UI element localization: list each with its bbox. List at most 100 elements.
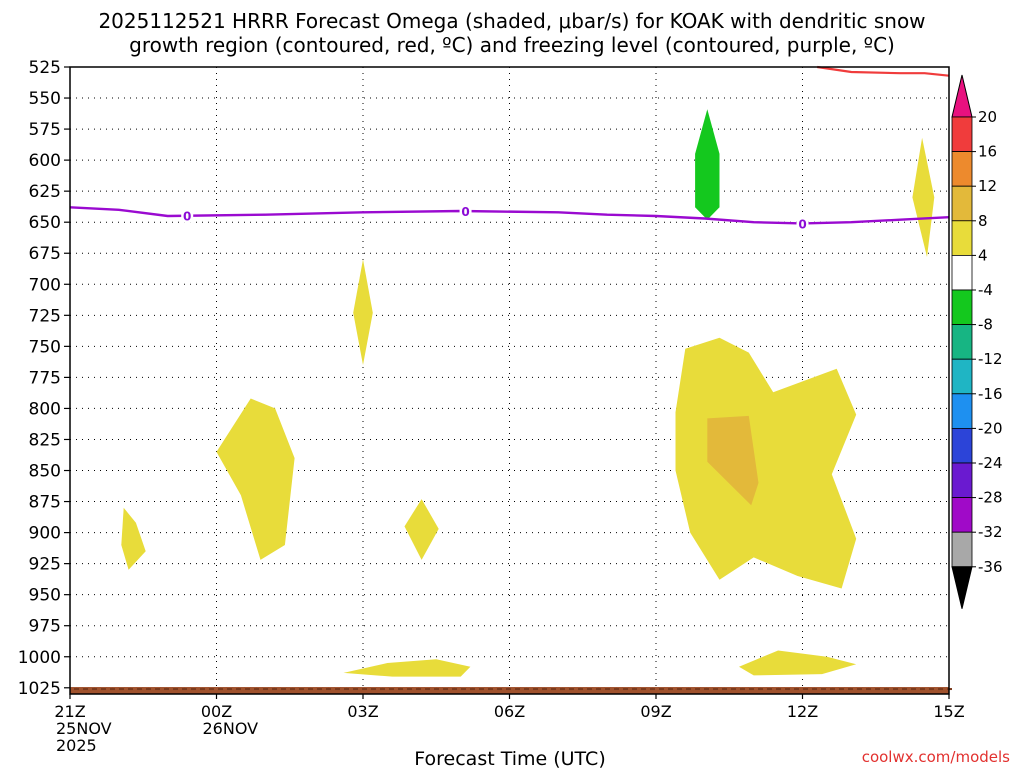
terrain-texture	[686, 688, 691, 691]
terrain-texture	[533, 688, 538, 691]
omega-region-4-to-8	[353, 259, 373, 365]
terrain-texture	[524, 688, 529, 691]
y-tick-label: 925	[29, 555, 61, 575]
terrain-texture	[389, 688, 394, 691]
terrain-texture	[839, 688, 844, 691]
terrain-texture	[398, 688, 403, 691]
colorbar-tick-label: -4	[978, 281, 993, 299]
terrain-texture	[596, 688, 601, 691]
terrain-texture	[938, 688, 943, 691]
terrain-texture	[911, 688, 916, 691]
terrain-texture	[308, 688, 313, 691]
terrain-texture	[650, 688, 655, 691]
colorbar-tick-label: 8	[978, 212, 988, 230]
colorbar-bin	[951, 393, 973, 429]
x-tick-label: 06Z	[494, 702, 525, 721]
terrain-texture	[344, 688, 349, 691]
terrain-texture	[416, 688, 421, 691]
terrain-texture	[920, 688, 925, 691]
terrain-texture	[299, 688, 304, 691]
terrain-texture	[326, 688, 331, 691]
terrain-texture	[155, 688, 160, 691]
terrain-texture	[929, 688, 934, 691]
colorbar-tick-label: 20	[978, 108, 997, 126]
y-tick-label: 650	[29, 213, 61, 233]
terrain-texture	[200, 688, 205, 691]
terrain-texture	[101, 688, 106, 691]
chart-title-line-2: growth region (contoured, red, ºC) and f…	[129, 33, 895, 57]
terrain-texture	[560, 688, 565, 691]
terrain-texture	[434, 688, 439, 691]
omega-region-4-to-8	[912, 137, 935, 257]
terrain-texture	[776, 688, 781, 691]
colorbar-bin	[951, 254, 973, 291]
x-tick-label: 2025	[56, 736, 97, 755]
omega-region-4-to-8	[343, 659, 471, 677]
dendritic-growth-contour	[817, 65, 950, 77]
y-tick-label: 750	[29, 337, 61, 357]
terrain-texture	[146, 688, 151, 691]
colorbar-tick-label: -20	[978, 419, 1003, 437]
x-tick-label: 00Z	[201, 702, 232, 721]
terrain-texture	[704, 688, 709, 691]
terrain-texture	[830, 688, 835, 691]
y-tick-label: 875	[29, 493, 61, 513]
plot-area: 0 0 0	[69, 65, 952, 695]
y-tick-label: 625	[29, 182, 61, 202]
terrain-texture	[884, 688, 889, 691]
terrain-texture	[173, 688, 178, 691]
colorbar-bin	[951, 151, 973, 187]
colorbar-tick-label: -28	[978, 489, 1003, 507]
terrain-texture	[452, 688, 457, 691]
y-tick-label: 825	[29, 430, 61, 450]
terrain-texture	[254, 688, 259, 691]
terrain-band	[70, 687, 949, 694]
colorbar-bin	[951, 185, 973, 222]
terrain-texture	[92, 688, 97, 691]
terrain-texture	[128, 688, 133, 691]
terrain-texture	[551, 688, 556, 691]
terrain-texture	[290, 688, 295, 691]
terrain-texture	[335, 688, 340, 691]
terrain-texture	[713, 688, 718, 691]
terrain-texture	[542, 688, 547, 691]
x-tick-label: 15Z	[933, 702, 964, 721]
terrain-texture	[875, 688, 880, 691]
terrain-texture	[893, 688, 898, 691]
omega-region-8-to-12	[707, 415, 759, 506]
terrain-texture	[587, 688, 592, 691]
terrain-texture	[119, 688, 124, 691]
terrain-texture	[695, 688, 700, 691]
x-tick-label: 12Z	[787, 702, 818, 721]
y-tick-label: 775	[29, 368, 61, 388]
terrain-texture	[497, 688, 502, 691]
colorbar: 20 16 12 8 4 -4 -8 -12 -16 -20 -24 -28 -32 -36	[951, 74, 1003, 609]
contour-lines: 0 0 0	[69, 65, 950, 231]
omega-region-4-to-8	[675, 337, 857, 589]
colorbar-top-arrow	[951, 74, 973, 118]
terrain-texture	[677, 688, 682, 691]
terrain-texture	[812, 688, 817, 691]
y-tick-label: 525	[29, 58, 61, 78]
terrain-texture	[785, 688, 790, 691]
terrain-texture	[218, 688, 223, 691]
credit-link[interactable]: coolwx.com/models	[862, 748, 1010, 766]
x-axis-label: Forecast Time (UTC)	[414, 748, 605, 768]
x-tick-label: 26NOV	[203, 719, 259, 738]
y-axis-ticks: 525 550 575 600 625 650 675 700 725 750 775 800 825 8…	[18, 58, 70, 699]
terrain-texture	[425, 688, 430, 691]
terrain-texture	[479, 688, 484, 691]
terrain-texture	[740, 688, 745, 691]
terrain-texture	[731, 688, 736, 691]
omega-shaded-regions	[121, 109, 935, 677]
terrain-texture	[164, 688, 169, 691]
terrain-texture	[803, 688, 808, 691]
terrain-texture	[641, 688, 646, 691]
terrain-texture	[137, 688, 142, 691]
y-tick-label: 700	[29, 275, 61, 295]
terrain-texture	[506, 688, 511, 691]
terrain-texture	[191, 688, 196, 691]
terrain-texture	[362, 688, 367, 691]
x-tick-label: 21Z	[54, 702, 85, 721]
